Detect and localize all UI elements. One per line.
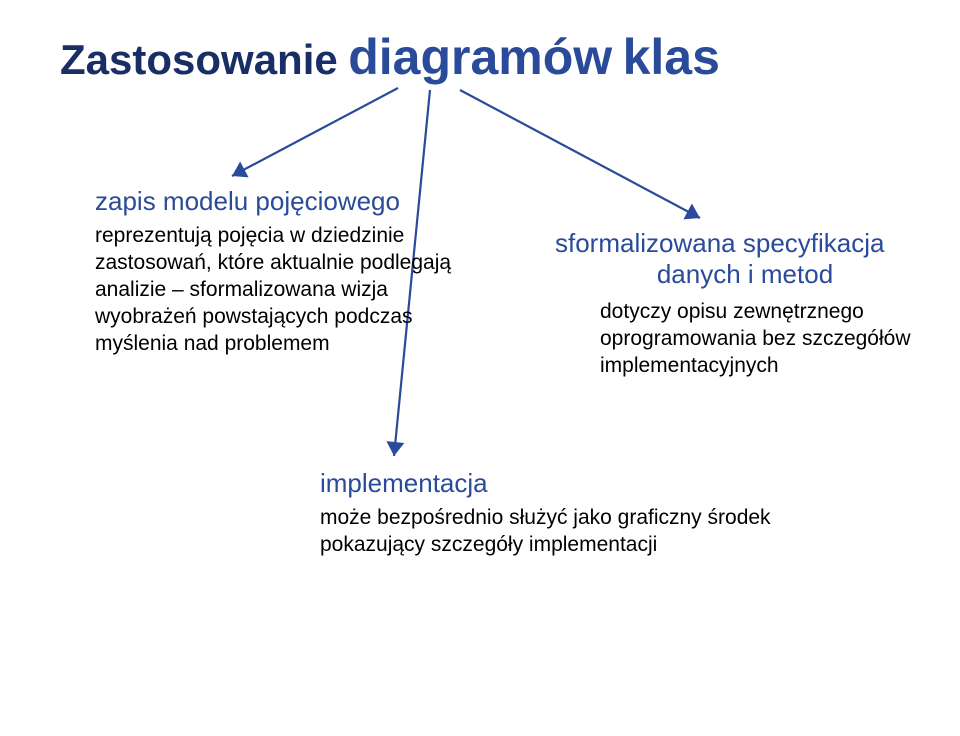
title-word-3: klas bbox=[623, 29, 720, 85]
title-word-1: Zastosowanie bbox=[60, 36, 338, 83]
title-word-2: diagramów bbox=[348, 29, 612, 85]
right-heading-line2: danych i metod bbox=[555, 259, 935, 290]
slide-title: Zastosowanie diagramów klas bbox=[60, 28, 720, 86]
slide: Zastosowanie diagramów klas zapis modelu… bbox=[0, 0, 960, 736]
right-body: dotyczy opisu zewnętrznego oprogramowani… bbox=[600, 298, 930, 379]
left-body: reprezentują pojęcia w dziedzinie zastos… bbox=[95, 222, 465, 357]
right-heading-line1: sformalizowana specyfikacja bbox=[555, 228, 935, 259]
right-heading: sformalizowana specyfikacja danych i met… bbox=[555, 228, 935, 290]
bottom-body: może bezpośrednio służyć jako graficzny … bbox=[320, 504, 780, 558]
left-heading: zapis modelu pojęciowego bbox=[95, 186, 400, 217]
bottom-heading: implementacja bbox=[320, 468, 488, 499]
